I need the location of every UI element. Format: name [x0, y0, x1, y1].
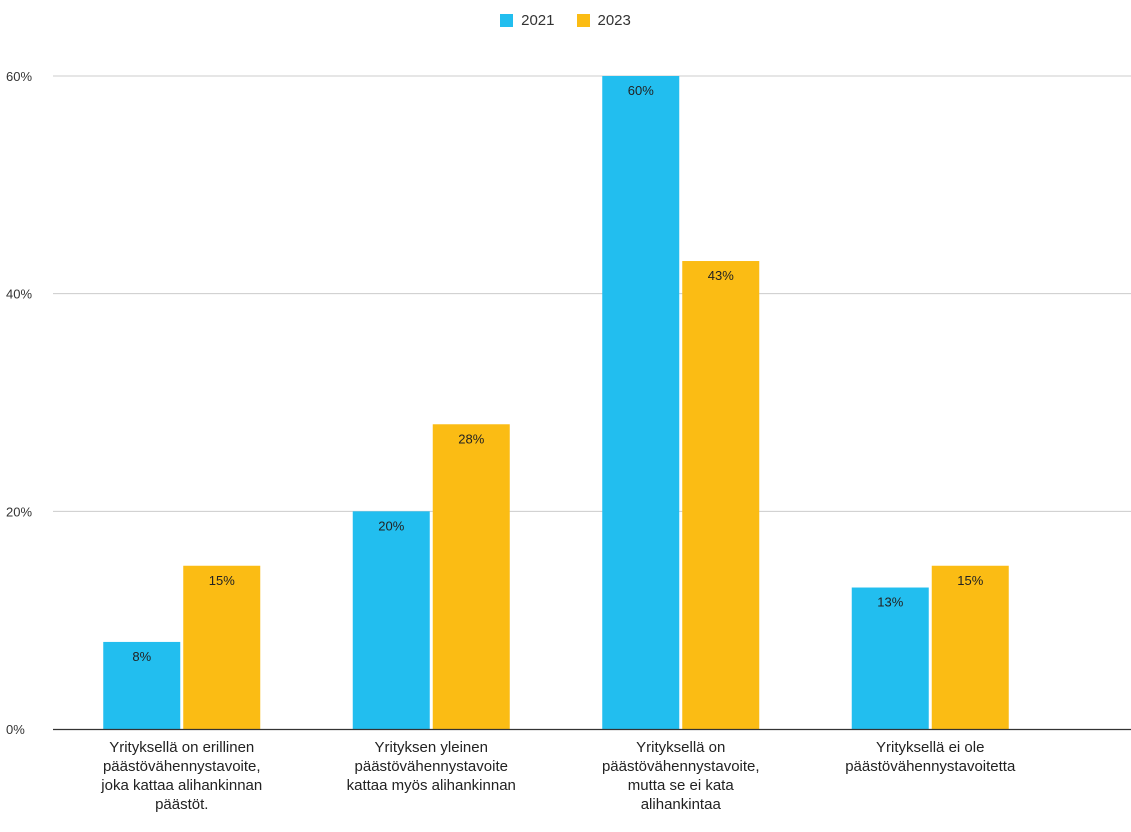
bar	[103, 641, 181, 729]
y-tick-label: 60%	[6, 69, 32, 84]
x-tick-label-line: päästövähennystavoite,	[602, 758, 760, 775]
bar	[432, 424, 510, 729]
chart-legend: 2021 2023	[0, 12, 1131, 29]
y-tick-label: 40%	[6, 287, 32, 302]
x-tick-label: Yrityksellä on päästövähennystavoite, mutt…	[602, 739, 760, 813]
bar	[931, 565, 1009, 729]
x-tick-label-line: päästövähennystavoite,	[103, 758, 261, 775]
legend-item-2023: 2023	[576, 12, 631, 29]
data-label: 28%	[458, 431, 484, 446]
legend-swatch-2023	[576, 14, 590, 27]
legend-label-2021: 2021	[521, 12, 555, 29]
x-tick-label: Yrityksellä on erillinen päästövähennysta…	[100, 739, 262, 813]
legend-swatch-2021	[500, 14, 514, 27]
data-label: 8%	[132, 649, 151, 664]
legend-label-2023: 2023	[597, 12, 631, 29]
data-label: 15%	[209, 573, 235, 588]
x-tick-label-line: päästövähennystavoitetta	[845, 758, 1016, 775]
x-tick-label: Yrityksen yleinen päästövähennystavoite ka…	[347, 739, 516, 794]
x-tick-label-line: alihankintaa	[641, 796, 722, 813]
y-tick-label: 0%	[6, 722, 25, 737]
x-tick-label-line: Yrityksellä on	[636, 739, 725, 756]
legend-item-2021: 2021	[500, 12, 555, 29]
x-tick-label-line: päästövähennystavoite	[355, 758, 508, 775]
x-tick-label-line: Yrityksellä ei ole	[876, 739, 984, 756]
x-tick-label-line: päästöt.	[155, 796, 208, 813]
x-tick-label-line: joka kattaa alihankinnan	[100, 777, 262, 794]
x-tick-label-line: mutta se ei kata	[628, 777, 735, 794]
data-label: 43%	[708, 268, 734, 283]
data-label: 60%	[628, 83, 654, 98]
bar	[183, 565, 261, 729]
bar	[352, 511, 430, 729]
x-tick-label: Yrityksellä ei ole päästövähennystavoitet…	[845, 739, 1016, 775]
data-label: 20%	[378, 518, 404, 533]
x-tick-label-line: Yrityksellä on erillinen	[109, 739, 254, 756]
bar	[682, 261, 760, 729]
y-tick-label: 20%	[6, 504, 32, 519]
bar	[851, 587, 929, 729]
x-tick-label-line: kattaa myös alihankinnan	[347, 777, 516, 794]
x-tick-label-line: Yrityksen yleinen	[375, 739, 488, 756]
data-label: 13%	[877, 595, 903, 610]
data-label: 15%	[957, 573, 983, 588]
bar	[602, 76, 680, 729]
